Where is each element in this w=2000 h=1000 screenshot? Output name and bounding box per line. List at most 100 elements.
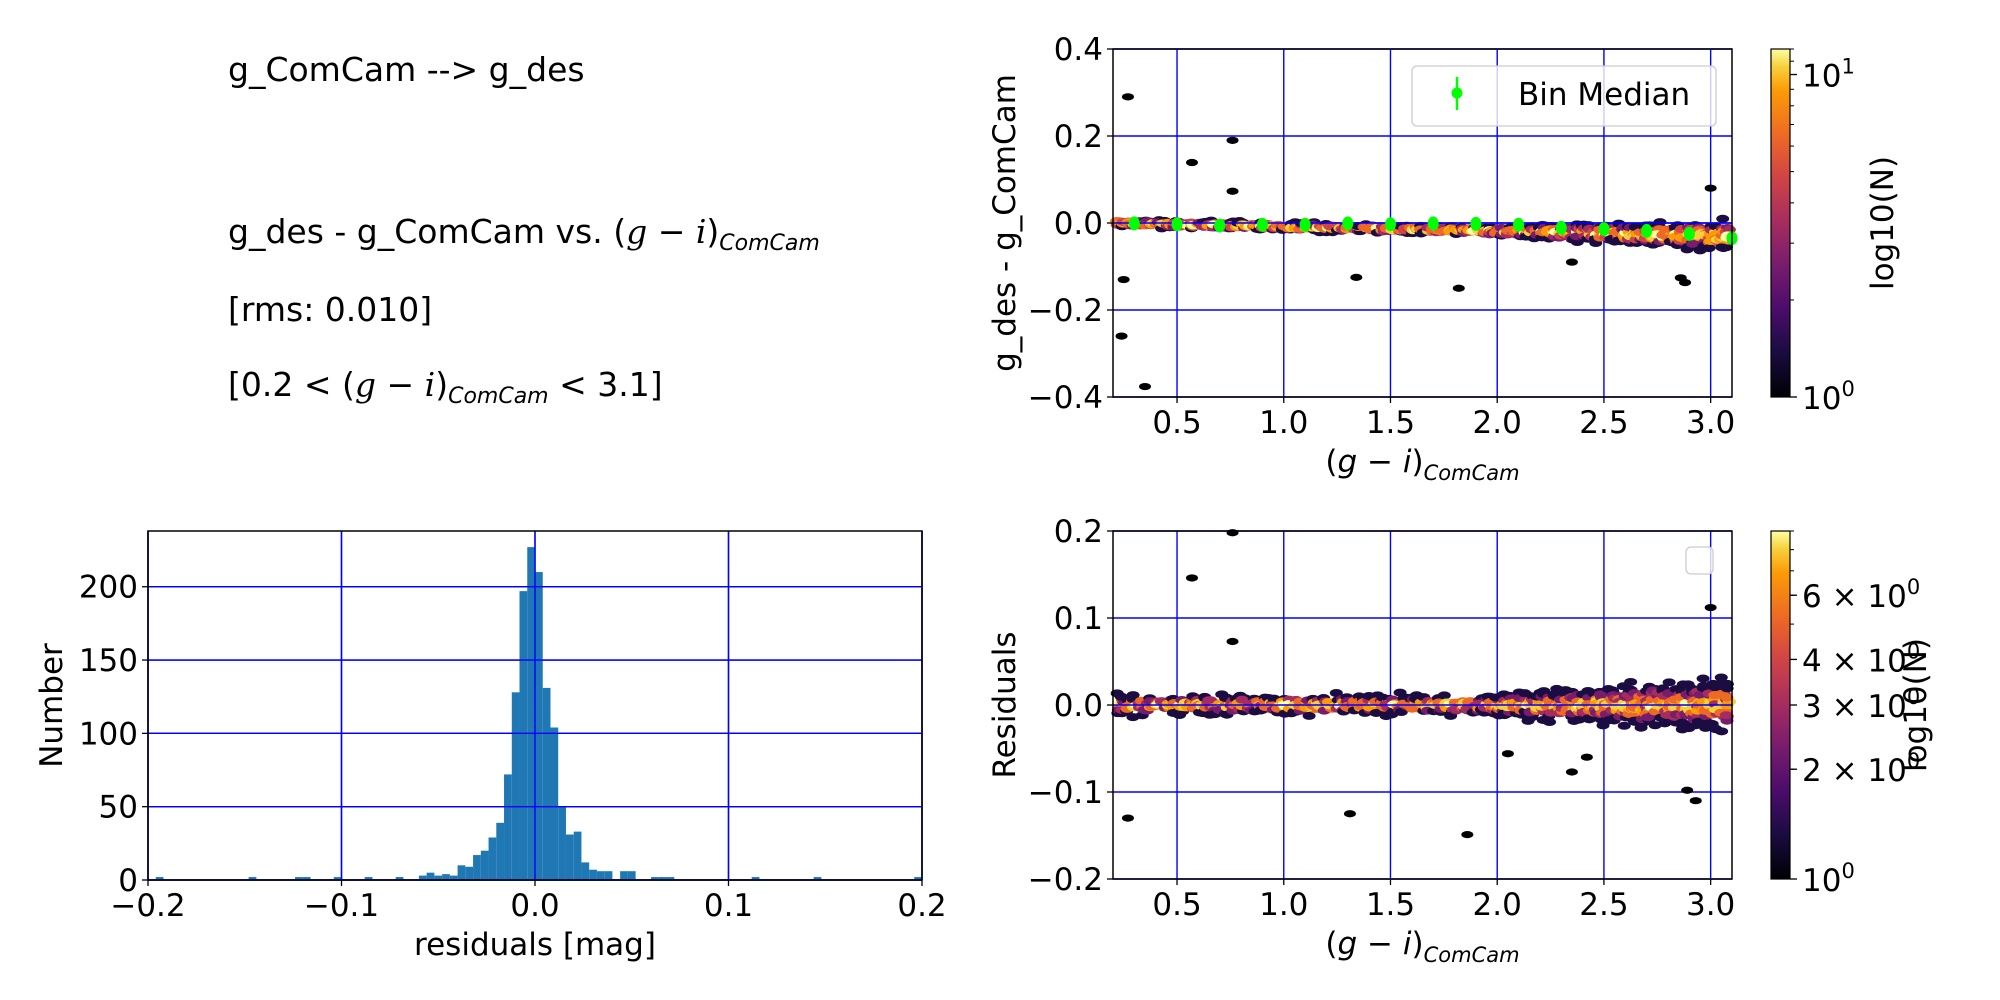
hexbin-cell xyxy=(1716,214,1730,223)
hexbin-cell xyxy=(1719,243,1733,252)
y-tick-label: 0 xyxy=(118,863,138,899)
colorbar-tick-label: 100 xyxy=(1802,859,1855,899)
bin-median-point xyxy=(1598,222,1610,237)
color-g: g xyxy=(626,212,648,251)
hexbin-cell xyxy=(1719,711,1733,720)
colorbar-label: log10(N) xyxy=(1865,156,1901,290)
y-tick-label: 50 xyxy=(99,790,138,826)
histogram-bar xyxy=(449,875,458,880)
y-tick-label: 0.4 xyxy=(1054,32,1103,68)
x-axis-label: (g − i)ComCam xyxy=(1325,444,1519,485)
colorbar-tick-label: 101 xyxy=(1802,55,1855,95)
colorbar-tick-base: 10 xyxy=(1802,59,1841,95)
hexbin-outlier-cell xyxy=(1121,814,1134,822)
empty-legend-box xyxy=(1685,546,1714,575)
colorbar-tick-base: 10 xyxy=(1802,381,1841,417)
histogram-bar xyxy=(914,877,922,880)
axis-label-part: i xyxy=(1403,444,1412,480)
residual-histogram-panel: −0.2 −0.1 0.0 0.1 0.2 0 50 100 150 200 residuals [… xyxy=(34,530,947,963)
colorbar-tick-label: 100 xyxy=(1802,377,1855,417)
y-tick-label: −0.2 xyxy=(1028,862,1103,898)
colorbar-tick-base: 4 × 10 xyxy=(1802,643,1907,679)
hexbin-outlier-cell xyxy=(1139,382,1152,391)
histogram-bar xyxy=(535,572,543,880)
x-axis-label: residuals [mag] xyxy=(414,927,656,963)
y-tick-label: 0.0 xyxy=(1054,688,1103,724)
colorbar-tick-base: 6 × 10 xyxy=(1802,579,1907,615)
color-minus: − xyxy=(647,212,696,251)
histogram-bar xyxy=(155,877,164,880)
histogram-bar xyxy=(395,877,404,880)
hexbin-outlier-cell xyxy=(1226,637,1239,646)
hexbin-outlier-cell xyxy=(1343,810,1356,818)
colorbar-tick-label: 4 × 100 xyxy=(1802,639,1920,679)
bin-median-point xyxy=(1555,220,1567,235)
hexbin-cell xyxy=(1714,673,1728,682)
transform-title: g_ComCam --> g_des xyxy=(228,50,585,89)
hexbin-cell xyxy=(1394,707,1408,716)
x-tick-label: 0.2 xyxy=(897,888,946,924)
color-i: i xyxy=(695,212,707,251)
histogram-bar xyxy=(519,591,528,880)
bin-median-point xyxy=(1384,217,1396,232)
bin-median-point xyxy=(1342,216,1354,231)
hexbin-outlier-cell xyxy=(1350,273,1363,281)
colorbar xyxy=(1770,530,1791,880)
fit-description-prefix: g_des - g_ComCam vs. xyxy=(228,212,614,251)
y-tick-label: −0.1 xyxy=(1028,775,1103,811)
legend-label: Bin Median xyxy=(1518,77,1690,113)
color-term-hexbin-panel: 0.5 1.0 1.5 2.0 2.5 3.0 −0.4 −0.2 0.0 0.2 0.4 Bin M… xyxy=(987,32,1901,485)
x-tick-label: 1.5 xyxy=(1366,887,1415,923)
bin-median-point xyxy=(1683,226,1695,241)
hexbin-outlier-cell xyxy=(1117,275,1130,284)
hexbin-outlier-cell xyxy=(1679,278,1692,287)
bin-median-point xyxy=(1513,217,1525,232)
histogram-bar xyxy=(581,862,590,880)
hexbin-cell xyxy=(1572,715,1586,724)
colorbar-label: log10(N) xyxy=(1898,638,1934,772)
histogram-bar xyxy=(496,822,505,880)
hexbin-outlier-cell xyxy=(1580,753,1593,761)
colorbar-tick-exponent: 0 xyxy=(1841,859,1854,883)
rms-text: [rms: 0.010] xyxy=(228,290,433,329)
x-tick-label: 2.0 xyxy=(1473,405,1522,441)
bin-median-point xyxy=(1214,218,1226,233)
bin-median-point xyxy=(1171,217,1183,232)
hexbin-outlier-cell xyxy=(1121,93,1134,101)
colorbar-tick-label: 2 × 100 xyxy=(1802,749,1920,789)
histogram-bar xyxy=(565,834,574,880)
legend-marker-icon xyxy=(1451,87,1463,99)
colorbar-tick-base: 2 × 10 xyxy=(1802,753,1907,789)
histogram-bar xyxy=(751,877,760,880)
hexbin-cell xyxy=(1624,677,1638,686)
x-tick-label: 3.0 xyxy=(1686,405,1735,441)
colorbar-tick-exponent: 0 xyxy=(1907,575,1920,599)
y-tick-label: 0.2 xyxy=(1054,514,1103,550)
hexbin-cell xyxy=(1720,684,1734,693)
axis-label-part: g xyxy=(1338,444,1358,480)
y-axis-label: Number xyxy=(34,643,70,768)
histogram-bar xyxy=(426,872,435,880)
hexbin-outlier-cell xyxy=(1226,529,1239,537)
hexbin-outlier-cell xyxy=(1461,831,1474,839)
hexbin-outlier-cell xyxy=(1226,187,1239,195)
y-tick-label: 150 xyxy=(79,643,138,679)
colorbar-tick-exponent: 0 xyxy=(1907,685,1920,709)
histogram-bar xyxy=(589,869,597,880)
residuals-hexbin-panel: 0.5 1.0 1.5 2.0 2.5 3.0 −0.2 −0.1 0.0 0.1 0.2 (g − … xyxy=(987,514,1934,967)
bin-median-point xyxy=(1641,223,1653,238)
color-range: [0.2 < (g − i)ComCam < 3.1] xyxy=(228,365,663,409)
colorbar-tick-exponent: 1 xyxy=(1841,55,1854,79)
x-tick-label: −0.1 xyxy=(304,888,379,924)
hexbin-cell xyxy=(1715,727,1729,736)
range-color-i: i xyxy=(424,365,436,404)
histogram-bar xyxy=(511,692,520,880)
bin-median-point xyxy=(1128,216,1140,231)
histogram-bar xyxy=(434,875,443,880)
x-tick-label: 0.5 xyxy=(1152,887,1201,923)
colorbar-tick-exponent: 0 xyxy=(1907,639,1920,663)
bin-median-point xyxy=(1427,216,1439,231)
x-tick-label: 2.0 xyxy=(1473,887,1522,923)
hexbin-outlier-cell xyxy=(1185,574,1198,582)
